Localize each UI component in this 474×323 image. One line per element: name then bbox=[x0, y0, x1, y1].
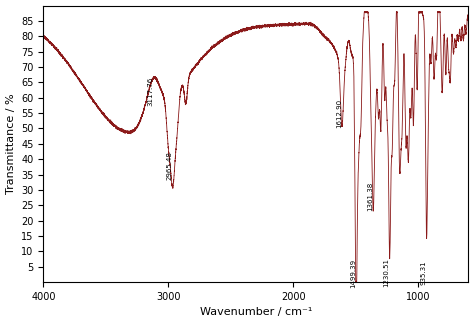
Text: 1361.38: 1361.38 bbox=[367, 182, 373, 211]
Text: 3117.76: 3117.76 bbox=[147, 77, 154, 106]
Text: 1230.51: 1230.51 bbox=[383, 258, 390, 287]
Text: 2965.48: 2965.48 bbox=[167, 151, 173, 180]
Text: 1612.90: 1612.90 bbox=[336, 99, 342, 128]
Text: 1499.39: 1499.39 bbox=[350, 258, 356, 287]
X-axis label: Wavenumber / cm⁻¹: Wavenumber / cm⁻¹ bbox=[200, 307, 312, 318]
Text: 935.31: 935.31 bbox=[420, 261, 427, 285]
Y-axis label: Transmittance / %: Transmittance / % bbox=[6, 94, 16, 194]
